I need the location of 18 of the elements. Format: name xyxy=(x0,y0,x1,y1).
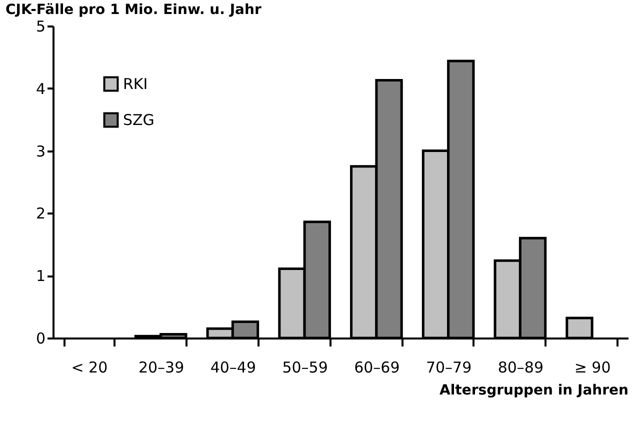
y-tick-label: 2 xyxy=(36,204,46,223)
y-tick-label: 3 xyxy=(36,142,46,160)
x-tick-label: 50–59 xyxy=(282,358,328,376)
x-tick-label: 80–89 xyxy=(498,358,544,376)
y-tick-label: 0 xyxy=(36,330,46,348)
x-tick-label: 70–79 xyxy=(426,358,472,376)
x-tick-label: 40–49 xyxy=(210,358,256,376)
x-tick-label: ≥ 90 xyxy=(574,358,611,376)
legend-label: RKI xyxy=(123,75,148,93)
y-tick-label: 5 xyxy=(36,18,46,36)
x-axis-title: Altersgruppen in Jahren xyxy=(440,382,628,398)
x-tick-label: 20–39 xyxy=(138,358,184,376)
y-tick-label: 1 xyxy=(36,267,46,286)
x-tick-label: 60–69 xyxy=(354,358,400,376)
chart-title: CJK-Fälle pro 1 Mio. Einw. u. Jahr xyxy=(5,2,262,18)
legend-label: SZG xyxy=(123,111,154,129)
x-tick-label: < 20 xyxy=(71,358,108,376)
y-tick-label: 4 xyxy=(36,80,46,98)
